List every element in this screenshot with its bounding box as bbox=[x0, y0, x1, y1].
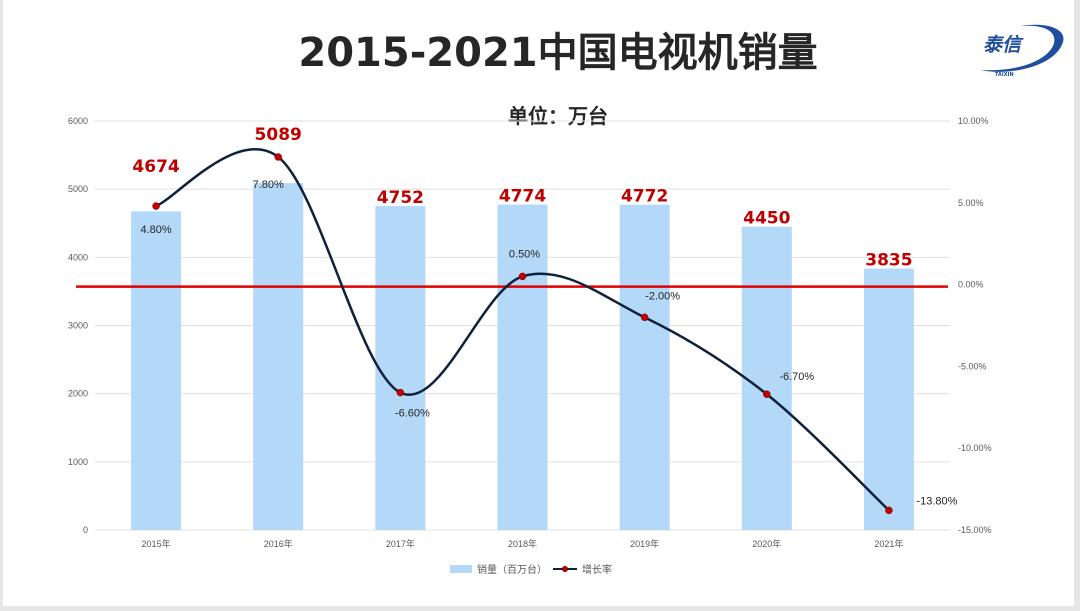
bar bbox=[375, 206, 426, 530]
bar-value-label: 4752 bbox=[377, 188, 424, 208]
growth-rate-markers bbox=[152, 153, 893, 515]
legend-item-sales: 销量（百万台） bbox=[450, 561, 547, 576]
bar-value-label: 5089 bbox=[255, 125, 302, 145]
bar-series bbox=[131, 183, 914, 531]
company-logo: 泰信 TAIXIN bbox=[975, 18, 1067, 80]
bar-value-labels: 4674 5089 4752 4774 4772 4450 3835 bbox=[132, 125, 912, 271]
bar bbox=[497, 204, 548, 530]
legend-item-growth: 增长率 bbox=[553, 561, 612, 576]
line-marker bbox=[152, 202, 160, 210]
bar-value-label: 4774 bbox=[499, 187, 546, 207]
growth-rate-label: -2.00% bbox=[645, 290, 680, 302]
left-tick-label: 5000 bbox=[68, 184, 88, 194]
bar bbox=[619, 204, 670, 530]
x-tick-label: 2017年 bbox=[386, 538, 415, 549]
x-tick-label: 2019年 bbox=[630, 538, 659, 549]
x-axis-labels: 2015年 2016年 2017年 2018年 2019年 2020年 2021年 bbox=[142, 538, 904, 549]
logo-text: 泰信 bbox=[983, 34, 1022, 56]
right-tick-label: -10.00% bbox=[958, 443, 992, 453]
right-axis: -15.00% -10.00% -5.00% 0.00% 5.00% 10.00% bbox=[958, 116, 992, 535]
left-tick-label: 1000 bbox=[68, 457, 88, 467]
bar bbox=[863, 268, 914, 530]
x-tick-label: 2016年 bbox=[264, 538, 293, 549]
x-tick-label: 2020年 bbox=[752, 538, 781, 549]
right-tick-label: -5.00% bbox=[958, 361, 987, 371]
growth-rate-label: 0.50% bbox=[509, 248, 540, 260]
left-axis: 0 1000 2000 3000 4000 5000 6000 bbox=[68, 116, 88, 535]
bar-value-label: 4674 bbox=[132, 157, 179, 177]
growth-rate-label: -6.70% bbox=[779, 371, 814, 383]
line-marker bbox=[518, 272, 527, 281]
left-tick-label: 0 bbox=[83, 525, 88, 535]
x-tick-label: 2018年 bbox=[508, 538, 537, 549]
x-tick-label: 2021年 bbox=[874, 538, 903, 549]
left-tick-label: 2000 bbox=[68, 389, 88, 399]
growth-rate-label: -13.80% bbox=[916, 495, 957, 507]
bar-value-label: 3835 bbox=[865, 251, 912, 271]
logo-subtext: TAIXIN bbox=[995, 72, 1014, 78]
legend-label-growth: 增长率 bbox=[582, 565, 612, 576]
bar bbox=[741, 226, 792, 531]
right-tick-label: 5.00% bbox=[958, 198, 984, 208]
line-marker bbox=[274, 153, 282, 161]
right-tick-label: 0.00% bbox=[958, 280, 984, 290]
bar-value-label: 4772 bbox=[621, 187, 668, 207]
right-tick-label: -15.00% bbox=[958, 525, 992, 535]
bar-value-label: 4450 bbox=[743, 209, 790, 229]
right-tick-label: 10.00% bbox=[958, 116, 989, 126]
growth-rate-label: -6.60% bbox=[395, 408, 430, 420]
bar-swatch-icon bbox=[450, 564, 472, 573]
line-marker-icon bbox=[553, 565, 577, 573]
chart-title: 2015-2021中国电视机销量 bbox=[298, 30, 818, 76]
growth-rate-label: 4.80% bbox=[140, 224, 171, 236]
growth-rate-label: 7.80% bbox=[253, 179, 284, 191]
logo-swoosh-icon bbox=[981, 24, 1064, 72]
left-tick-label: 6000 bbox=[68, 116, 88, 126]
growth-rate-labels: 4.80% 7.80% -6.60% 0.50% -2.00% -6.70% -13.80% bbox=[140, 179, 957, 507]
x-tick-label: 2015年 bbox=[142, 538, 171, 549]
line-marker bbox=[885, 506, 893, 515]
left-tick-label: 3000 bbox=[68, 321, 88, 331]
left-tick-label: 4000 bbox=[68, 252, 88, 262]
bar bbox=[131, 211, 182, 530]
bar bbox=[253, 183, 304, 530]
chart-subtitle: 单位：万台 bbox=[508, 104, 608, 128]
line-marker bbox=[640, 313, 649, 322]
line-marker bbox=[396, 388, 405, 397]
chart-legend: 销量（百万台） 增长率 bbox=[450, 561, 612, 576]
legend-label-sales: 销量（百万台） bbox=[477, 565, 547, 576]
line-marker bbox=[763, 390, 771, 398]
